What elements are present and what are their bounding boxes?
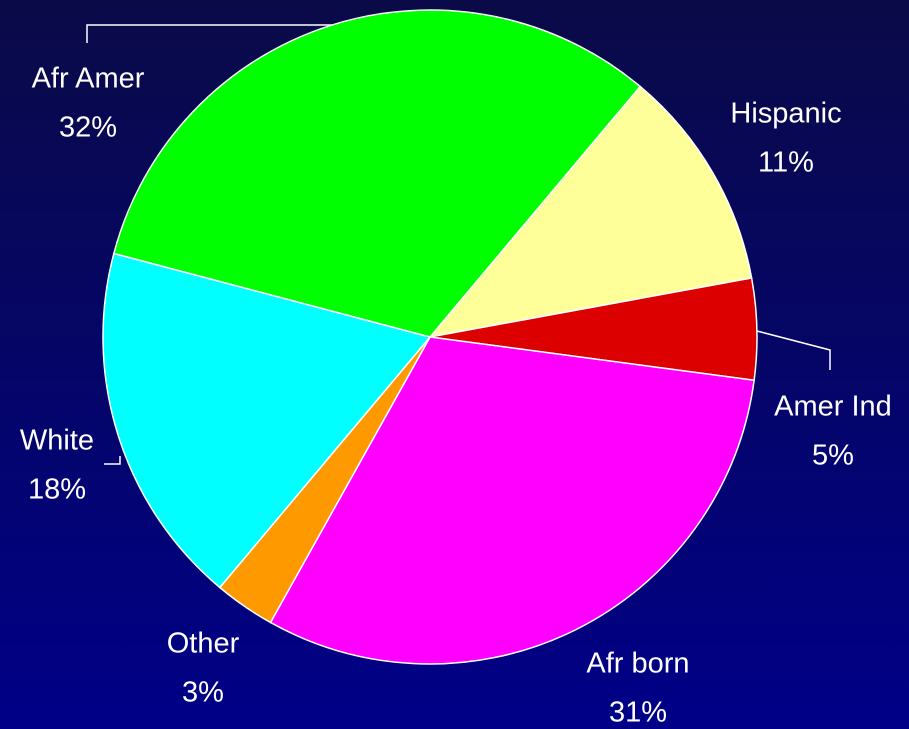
pie-slice bbox=[102, 252, 432, 589]
leader-line bbox=[86, 24, 380, 43]
slice-label: White bbox=[20, 425, 94, 457]
slice-value-label: 31% bbox=[609, 697, 667, 729]
slice-label: Afr Amer bbox=[32, 63, 145, 95]
slice-value-label: 18% bbox=[28, 474, 86, 506]
slice-label: Hispanic bbox=[730, 98, 841, 130]
slice-label: Amer Ind bbox=[774, 391, 892, 423]
slice-label: Other bbox=[167, 628, 240, 660]
leader-line bbox=[104, 456, 121, 465]
pie-slice bbox=[269, 336, 755, 665]
slice-value-label: 3% bbox=[182, 677, 224, 709]
slice-label: Afr born bbox=[586, 648, 689, 680]
slice-value-label: 32% bbox=[59, 112, 117, 144]
pie-slice bbox=[112, 9, 642, 338]
slice-value-label: 5% bbox=[812, 440, 854, 472]
pie-slice bbox=[428, 85, 753, 339]
slice-value-label: 11% bbox=[758, 147, 814, 179]
leader-line bbox=[756, 330, 831, 370]
